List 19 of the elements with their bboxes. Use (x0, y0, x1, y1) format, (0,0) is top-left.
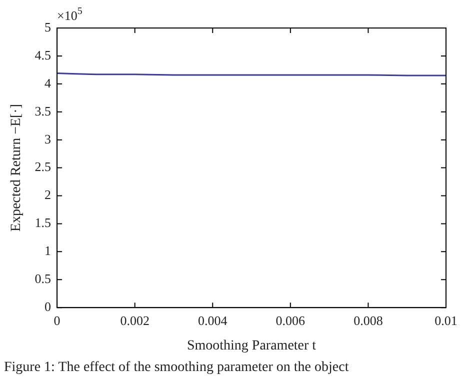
y-axis-title: Expected Return −E[·] (9, 104, 24, 232)
y-tick-label: 1.5 (34, 215, 52, 230)
y-tick-label: 2 (44, 187, 52, 202)
y-tick-label: 2.5 (34, 159, 52, 174)
y-tick-label: 0 (44, 299, 52, 314)
y-tick-label: 0.5 (34, 271, 52, 286)
y-tick-label: 4 (44, 75, 52, 90)
y-tick-label: 4.5 (34, 47, 52, 62)
y-tick-label: 5 (44, 19, 52, 34)
y-tick-label: 3.5 (34, 103, 52, 118)
x-tick-label: 0.008 (354, 312, 383, 328)
x-axis-title: Smoothing Parameter t (186, 338, 316, 354)
x-tick-label: 0.004 (198, 312, 228, 328)
y-tick-label: 1 (44, 243, 52, 258)
y-tick-label: 3 (44, 131, 52, 146)
x-tick-label: 0.01 (434, 312, 458, 328)
caption: Figure 1: The effect of the smoothing parameter on the object (4, 360, 350, 376)
x-tick-label: 0.002 (120, 312, 150, 328)
x-tick-label: 0.006 (276, 312, 306, 328)
